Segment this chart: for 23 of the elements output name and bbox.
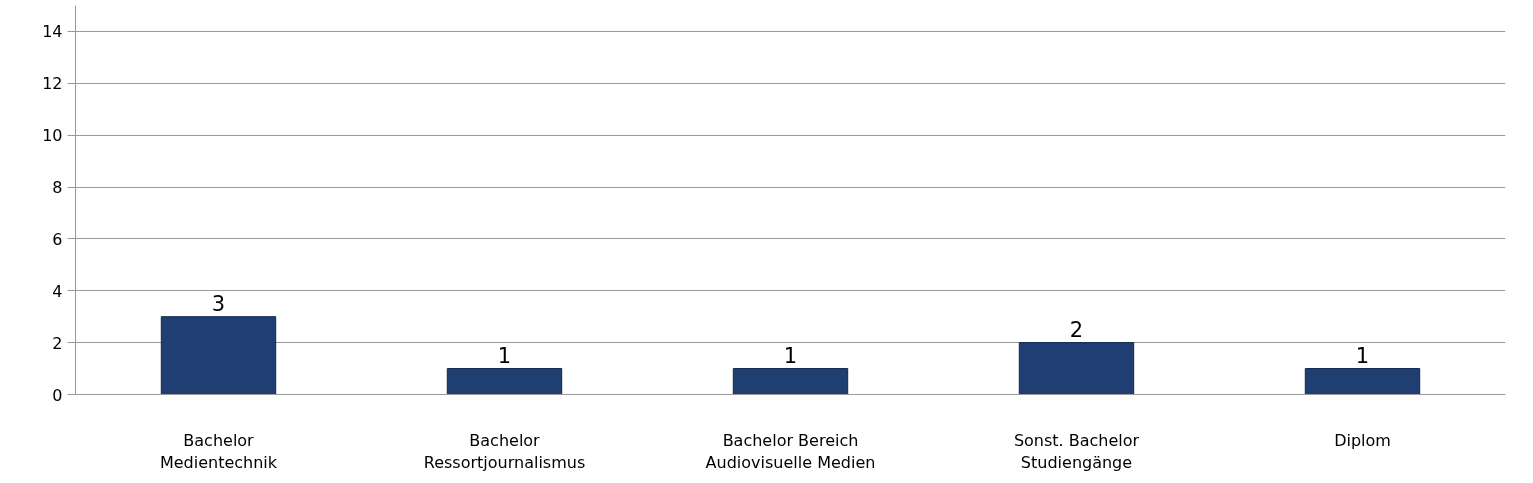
y-tick-label: 0 [52, 385, 63, 405]
x-tick-label: Diplom [1334, 430, 1391, 450]
y-tick-label: 6 [52, 229, 63, 249]
y-tick-label: 10 [42, 126, 63, 146]
bar [1304, 368, 1421, 395]
x-tick-label: Bachelor Medientechnik [159, 430, 278, 473]
data-label: 1 [1355, 343, 1370, 368]
data-label: 1 [497, 343, 512, 368]
bar [732, 368, 849, 395]
y-tick-label: 8 [52, 178, 63, 198]
bar [1018, 342, 1135, 395]
y-tick-label: 2 [52, 333, 63, 353]
y-tick-label: 4 [52, 281, 63, 301]
bar [446, 368, 563, 395]
y-tick-label: 12 [42, 74, 63, 94]
x-tick-label: Bachelor Bereich Audiovisuelle Medien [705, 430, 876, 473]
data-label: 3 [211, 291, 226, 316]
y-tick-label: 14 [42, 22, 63, 42]
bar [160, 316, 277, 395]
x-tick-label: Bachelor Ressortjournalismus [423, 430, 586, 473]
x-tick-label: Sonst. Bachelor Studiengänge [1013, 430, 1140, 473]
data-label: 2 [1069, 317, 1084, 342]
data-label: 1 [783, 343, 798, 368]
